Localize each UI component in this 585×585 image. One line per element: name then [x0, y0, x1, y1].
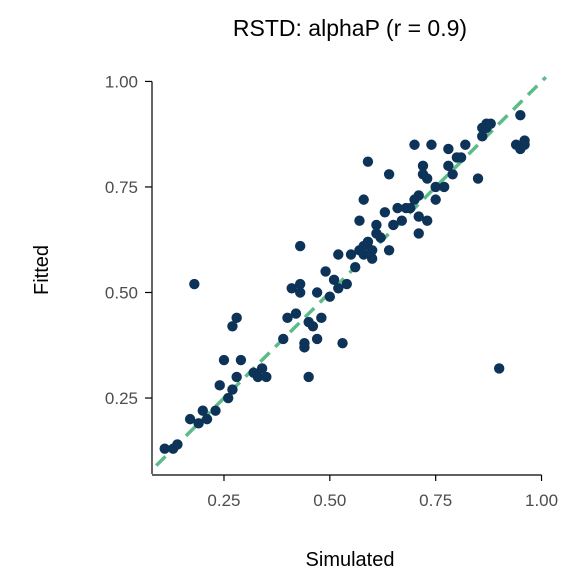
y-axis-label: Fitted [31, 245, 53, 295]
data-point [286, 283, 297, 294]
data-point [311, 287, 323, 298]
data-point [455, 152, 467, 163]
data-point [197, 405, 209, 416]
data-point [430, 194, 441, 205]
identity-line [154, 75, 548, 467]
data-point [426, 139, 437, 150]
y-tick-label: 0.25 [105, 389, 138, 408]
data-point [193, 418, 204, 429]
data-point [493, 363, 505, 374]
data-point [519, 135, 530, 146]
data-point [413, 190, 424, 201]
data-point [366, 245, 378, 256]
data-point [184, 413, 196, 425]
data-point [383, 245, 395, 256]
data-point [278, 333, 289, 345]
data-point [362, 236, 374, 248]
data-point [333, 249, 344, 260]
data-point [405, 202, 416, 214]
data-point [447, 169, 458, 180]
data-point [443, 143, 454, 155]
data-point [515, 110, 526, 121]
data-point [227, 321, 238, 332]
x-axis-label: Simulated [306, 549, 395, 571]
data-point [189, 278, 200, 290]
data-point [422, 215, 433, 226]
data-point [396, 215, 408, 226]
data-point [422, 173, 433, 184]
data-point [409, 139, 420, 150]
data-point [159, 443, 170, 454]
data-point [392, 202, 403, 214]
data-point [413, 228, 424, 239]
data-point [294, 278, 306, 290]
identity-line-layer [154, 75, 548, 467]
data-point [231, 371, 242, 383]
data-point [172, 439, 183, 450]
data-point [223, 392, 234, 404]
data-point [379, 207, 391, 218]
data-point [383, 169, 395, 180]
data-point [430, 181, 441, 193]
y-tick-label: 1.00 [105, 72, 138, 91]
data-point [354, 215, 365, 226]
data-point [350, 261, 361, 273]
data-point [337, 337, 348, 349]
data-point [201, 413, 213, 425]
data-point [328, 274, 340, 286]
data-point [477, 131, 488, 142]
data-point [256, 363, 268, 374]
data-point [290, 308, 302, 319]
data-point [345, 249, 357, 260]
x-tick-label: 0.25 [207, 491, 240, 510]
data-point [261, 371, 272, 383]
data-point [341, 278, 352, 290]
data-point [358, 249, 369, 260]
data-point [320, 266, 331, 277]
y-tick-label: 0.75 [105, 178, 138, 197]
data-point [294, 240, 306, 252]
data-point [358, 194, 369, 205]
data-point [438, 181, 450, 193]
axes: 0.25 0.50 0.75 1.00 0.25 0.50 0.75 1.00 [105, 72, 558, 510]
data-point [214, 380, 225, 391]
data-point [210, 405, 221, 416]
x-tick-label: 0.50 [313, 491, 346, 510]
data-point [485, 118, 496, 129]
chart-title: RSTD: alphaP (r = 0.9) [233, 15, 467, 41]
data-point [282, 312, 293, 324]
data-point [252, 371, 264, 383]
x-tick-label: 1.00 [525, 491, 558, 510]
data-point [460, 139, 471, 150]
points-layer [159, 110, 530, 454]
data-point [417, 160, 429, 172]
data-point [362, 156, 374, 167]
data-point [472, 173, 484, 184]
data-point [316, 312, 327, 324]
data-point [311, 333, 323, 345]
data-point [231, 312, 242, 324]
data-point [388, 219, 399, 231]
data-point [294, 287, 306, 298]
data-point [375, 232, 386, 243]
data-point [324, 291, 336, 302]
data-point [303, 371, 314, 383]
data-point [413, 211, 424, 222]
data-point [307, 321, 319, 332]
data-point [227, 384, 238, 395]
data-point [333, 283, 344, 294]
x-tick-label: 0.75 [419, 491, 452, 510]
y-tick-label: 0.50 [105, 283, 138, 302]
data-point [235, 354, 247, 366]
data-point [443, 160, 454, 172]
data-point [218, 354, 230, 366]
data-point [366, 253, 378, 264]
data-point [371, 219, 382, 231]
data-point [299, 342, 310, 353]
